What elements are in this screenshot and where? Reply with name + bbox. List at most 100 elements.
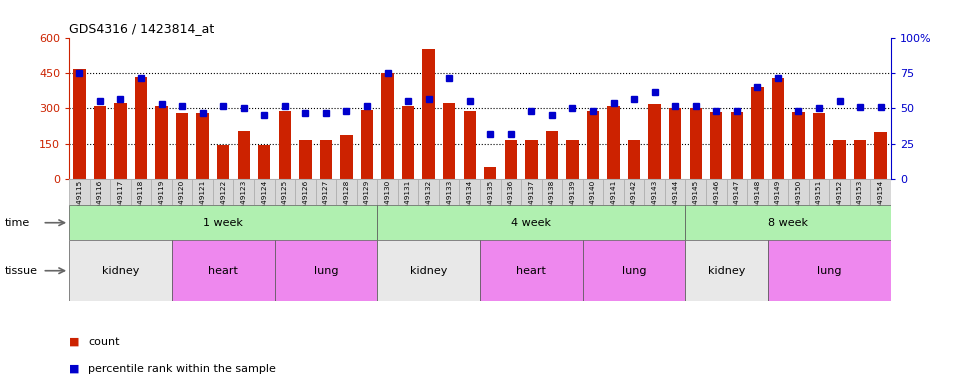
Bar (608, 106, 620, 179)
Text: GSM949154: GSM949154 (877, 180, 883, 224)
Bar (176, 113, 188, 179)
Bar (505, 140, 517, 179)
Bar (443, 103, 455, 179)
Bar (300, 140, 312, 179)
Bar (114, 103, 127, 179)
Bar (710, 112, 723, 179)
Bar (89, 179, 110, 205)
Bar (357, 179, 377, 205)
Bar (336, 179, 357, 205)
Bar (563, 179, 583, 205)
Text: GSM949129: GSM949129 (364, 180, 370, 224)
Text: GSM949118: GSM949118 (138, 180, 144, 224)
Bar (751, 88, 763, 179)
Bar (689, 109, 702, 179)
Text: GSM949151: GSM949151 (816, 180, 822, 224)
Text: GSM949134: GSM949134 (467, 180, 472, 224)
Bar (237, 131, 250, 179)
Bar (233, 179, 254, 205)
Text: tissue: tissue (5, 266, 37, 276)
Text: percentile rank within the sample: percentile rank within the sample (88, 364, 276, 374)
Text: kidney: kidney (708, 266, 745, 276)
Bar (648, 104, 660, 179)
Text: GSM949147: GSM949147 (733, 180, 740, 224)
Text: kidney: kidney (410, 266, 447, 276)
Text: GSM949135: GSM949135 (488, 180, 493, 224)
Text: heart: heart (208, 266, 238, 276)
Bar (419, 179, 439, 205)
Bar (464, 111, 476, 179)
Text: GSM949116: GSM949116 (97, 180, 103, 224)
Bar (685, 205, 891, 240)
Text: GSM949138: GSM949138 (549, 180, 555, 224)
Bar (792, 112, 804, 179)
Bar (254, 179, 275, 205)
Bar (278, 111, 291, 179)
Text: GSM949122: GSM949122 (220, 180, 227, 224)
Bar (197, 113, 209, 179)
Bar (484, 167, 496, 179)
Bar (275, 179, 295, 205)
Text: ■: ■ (69, 364, 80, 374)
Bar (808, 179, 829, 205)
Bar (217, 145, 229, 179)
Bar (377, 205, 685, 240)
Bar (853, 140, 866, 179)
Bar (94, 106, 107, 179)
Text: time: time (5, 218, 30, 228)
Bar (587, 111, 599, 179)
Bar (731, 112, 743, 179)
Bar (172, 179, 192, 205)
Bar (152, 179, 172, 205)
Text: GSM949133: GSM949133 (446, 180, 452, 224)
Text: lung: lung (622, 266, 646, 276)
Bar (69, 205, 377, 240)
Bar (480, 179, 500, 205)
Bar (583, 179, 603, 205)
Text: GDS4316 / 1423814_at: GDS4316 / 1423814_at (69, 22, 214, 35)
Bar (875, 132, 887, 179)
Bar (669, 109, 682, 179)
Bar (768, 240, 891, 301)
Bar (192, 179, 213, 205)
Text: GSM949132: GSM949132 (425, 180, 432, 224)
Text: GSM949115: GSM949115 (77, 180, 83, 224)
Text: GSM949124: GSM949124 (261, 180, 267, 224)
Text: count: count (88, 337, 120, 347)
Bar (850, 179, 871, 205)
Bar (316, 179, 336, 205)
Text: GSM949123: GSM949123 (241, 180, 247, 224)
Bar (340, 135, 352, 179)
Bar (213, 179, 233, 205)
Bar (295, 179, 316, 205)
Bar (829, 179, 850, 205)
Bar (665, 179, 685, 205)
Text: GSM949143: GSM949143 (652, 180, 658, 224)
Bar (381, 73, 394, 179)
Text: GSM949146: GSM949146 (713, 180, 719, 224)
Bar (439, 179, 460, 205)
Text: GSM949130: GSM949130 (385, 180, 391, 224)
Bar (422, 49, 435, 179)
Bar (545, 131, 558, 179)
Text: GSM949127: GSM949127 (323, 180, 329, 224)
Bar (134, 77, 147, 179)
Bar (685, 240, 768, 301)
Text: GSM949141: GSM949141 (611, 180, 616, 224)
Text: GSM949120: GSM949120 (180, 180, 185, 224)
Bar (628, 140, 640, 179)
Bar (727, 179, 747, 205)
Bar (480, 240, 583, 301)
Text: GSM949153: GSM949153 (857, 180, 863, 224)
Text: GSM949140: GSM949140 (590, 180, 596, 224)
Bar (583, 240, 685, 301)
Bar (377, 240, 480, 301)
Bar (768, 179, 788, 205)
Text: GSM949139: GSM949139 (569, 180, 575, 224)
Bar (258, 145, 271, 179)
Bar (566, 140, 579, 179)
Bar (871, 179, 891, 205)
Text: lung: lung (817, 266, 842, 276)
Bar (525, 140, 538, 179)
Text: GSM949150: GSM949150 (796, 180, 802, 224)
